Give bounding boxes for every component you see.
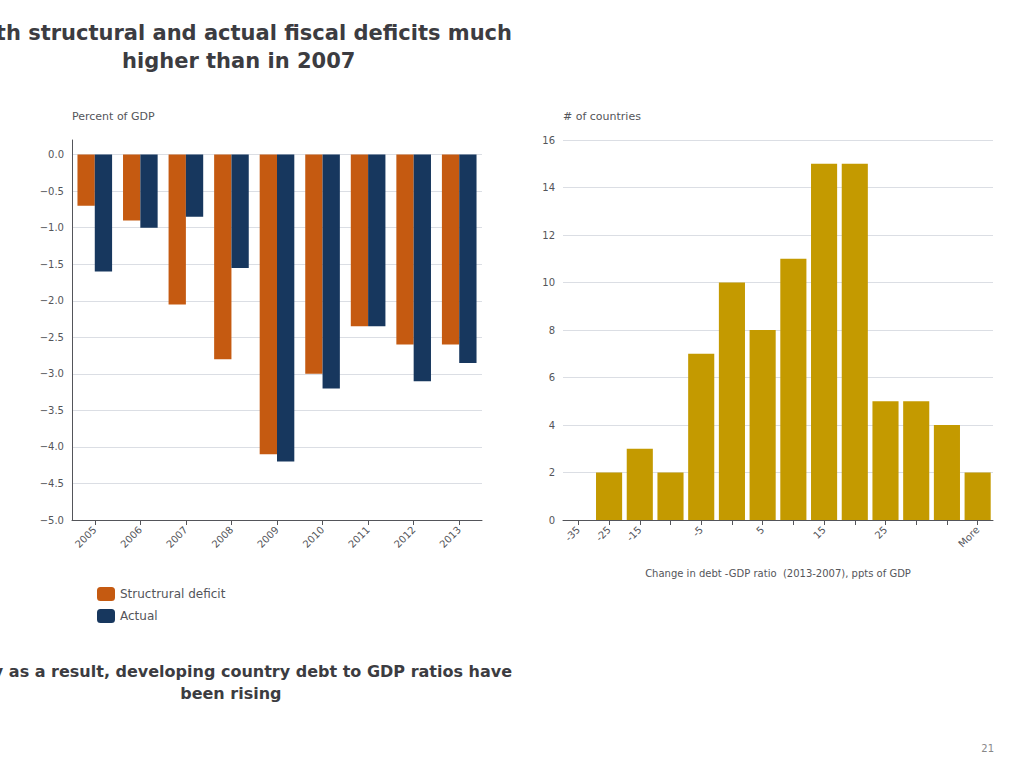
svg-text:2006: 2006: [118, 524, 144, 550]
svg-text:0: 0: [549, 515, 555, 526]
svg-text:0.0: 0.0: [48, 149, 64, 160]
svg-text:15: 15: [811, 524, 828, 541]
svg-text:−1.5: −1.5: [40, 259, 64, 270]
svg-text:−2.0: −2.0: [40, 295, 64, 306]
svg-text:Partly as a result, developing: Partly as a result, developing country d…: [0, 662, 512, 681]
svg-text:been rising: been rising: [180, 684, 281, 703]
svg-text:2010: 2010: [301, 524, 327, 550]
svg-text:−3.5: −3.5: [40, 405, 64, 416]
svg-text:4: 4: [549, 420, 555, 431]
svg-text:Structrural deficit: Structrural deficit: [120, 587, 226, 601]
svg-text:−4.5: −4.5: [40, 478, 64, 489]
svg-text:More: More: [956, 524, 981, 549]
svg-text:-5: -5: [690, 524, 705, 539]
svg-text:12: 12: [542, 230, 555, 241]
svg-text:5: 5: [754, 524, 766, 536]
svg-text:2007: 2007: [164, 524, 190, 550]
svg-text:6: 6: [549, 372, 555, 383]
svg-text:−1.0: −1.0: [40, 222, 64, 233]
svg-text:−0.5: −0.5: [40, 186, 64, 197]
svg-text:25: 25: [873, 524, 890, 541]
svg-text:10: 10: [542, 277, 555, 288]
svg-text:Percent of GDP: Percent of GDP: [72, 110, 155, 123]
svg-text:2012: 2012: [392, 524, 418, 550]
svg-text:-35: -35: [563, 524, 582, 543]
svg-text:2: 2: [549, 467, 555, 478]
svg-text:Change in debt -GDP ratio (20: Change in debt -GDP ratio (2013-2007), p…: [645, 568, 911, 579]
svg-text:2008: 2008: [210, 524, 236, 550]
svg-text:16: 16: [542, 135, 555, 146]
svg-text:−3.0: −3.0: [40, 368, 64, 379]
svg-text:2005: 2005: [73, 524, 99, 550]
svg-text:−2.5: −2.5: [40, 332, 64, 343]
svg-text:2011: 2011: [346, 524, 372, 550]
svg-text:8: 8: [549, 325, 555, 336]
svg-text:# of countries: # of countries: [563, 110, 641, 123]
svg-text:14: 14: [542, 182, 555, 193]
svg-text:2013: 2013: [437, 524, 463, 550]
svg-text:Both structural and actual fis: Both structural and actual fiscal defici…: [0, 21, 512, 45]
svg-text:-15: -15: [624, 524, 643, 543]
svg-text:−4.0: −4.0: [40, 441, 64, 452]
svg-text:Actual: Actual: [120, 609, 158, 623]
svg-text:21: 21: [981, 743, 994, 754]
svg-text:higher than in 2007: higher than in 2007: [122, 49, 355, 73]
svg-text:-25: -25: [594, 524, 613, 543]
svg-text:−5.0: −5.0: [40, 515, 64, 526]
svg-text:2009: 2009: [255, 524, 281, 550]
